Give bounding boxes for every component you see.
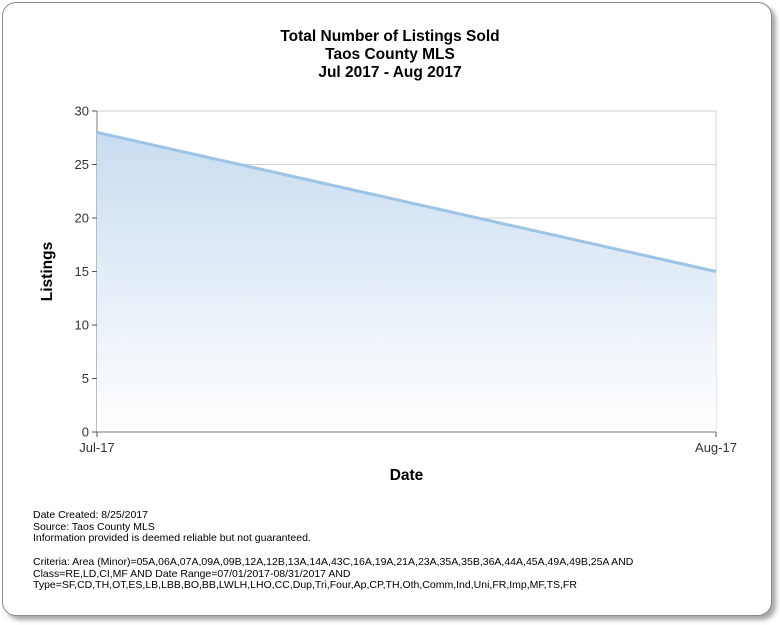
series-area xyxy=(97,132,716,432)
x-axis-label: Date xyxy=(390,467,424,484)
series-line xyxy=(96,130,717,273)
x-tick-label: Aug-17 xyxy=(695,440,737,455)
chart-title-line-3: Jul 2017 - Aug 2017 xyxy=(318,64,462,81)
x-tick-label: Jul-17 xyxy=(79,440,114,455)
y-tick-label: 15 xyxy=(75,264,89,279)
footer-criteria-line-2: Class=RE,LD,CI,MF AND Date Range=07/01/2… xyxy=(33,567,351,580)
y-tick-label: 10 xyxy=(75,318,89,333)
footer-source: Source: Taos County MLS xyxy=(33,520,155,533)
y-tick-label: 20 xyxy=(75,211,89,226)
y-tick-label: 25 xyxy=(75,157,89,172)
chart-title-line-1: Total Number of Listings Sold xyxy=(280,28,500,45)
footer-disclaimer: Information provided is deemed reliable … xyxy=(33,532,311,544)
y-axis-label: Listings xyxy=(39,242,56,301)
y-tick-label: 0 xyxy=(82,425,89,440)
footer-criteria-line-1: Criteria: Area (Minor)=05A,06A,07A,09A,0… xyxy=(33,556,634,568)
area-chart: 0 5 10 15 20 25 30 Jul-17 Aug-17 Date Listings xyxy=(39,104,737,485)
chart-title-line-2: Taos County MLS xyxy=(325,46,455,63)
footer-criteria-line-3: Type=SF,CD,TH,OT,ES,LB,LBB,BO,BB,LWLH,LH… xyxy=(33,579,577,591)
y-tick-label: 5 xyxy=(82,371,89,386)
footer-date-created: Date Created: 8/25/2017 xyxy=(33,509,148,521)
y-tick-label: 30 xyxy=(75,104,89,119)
